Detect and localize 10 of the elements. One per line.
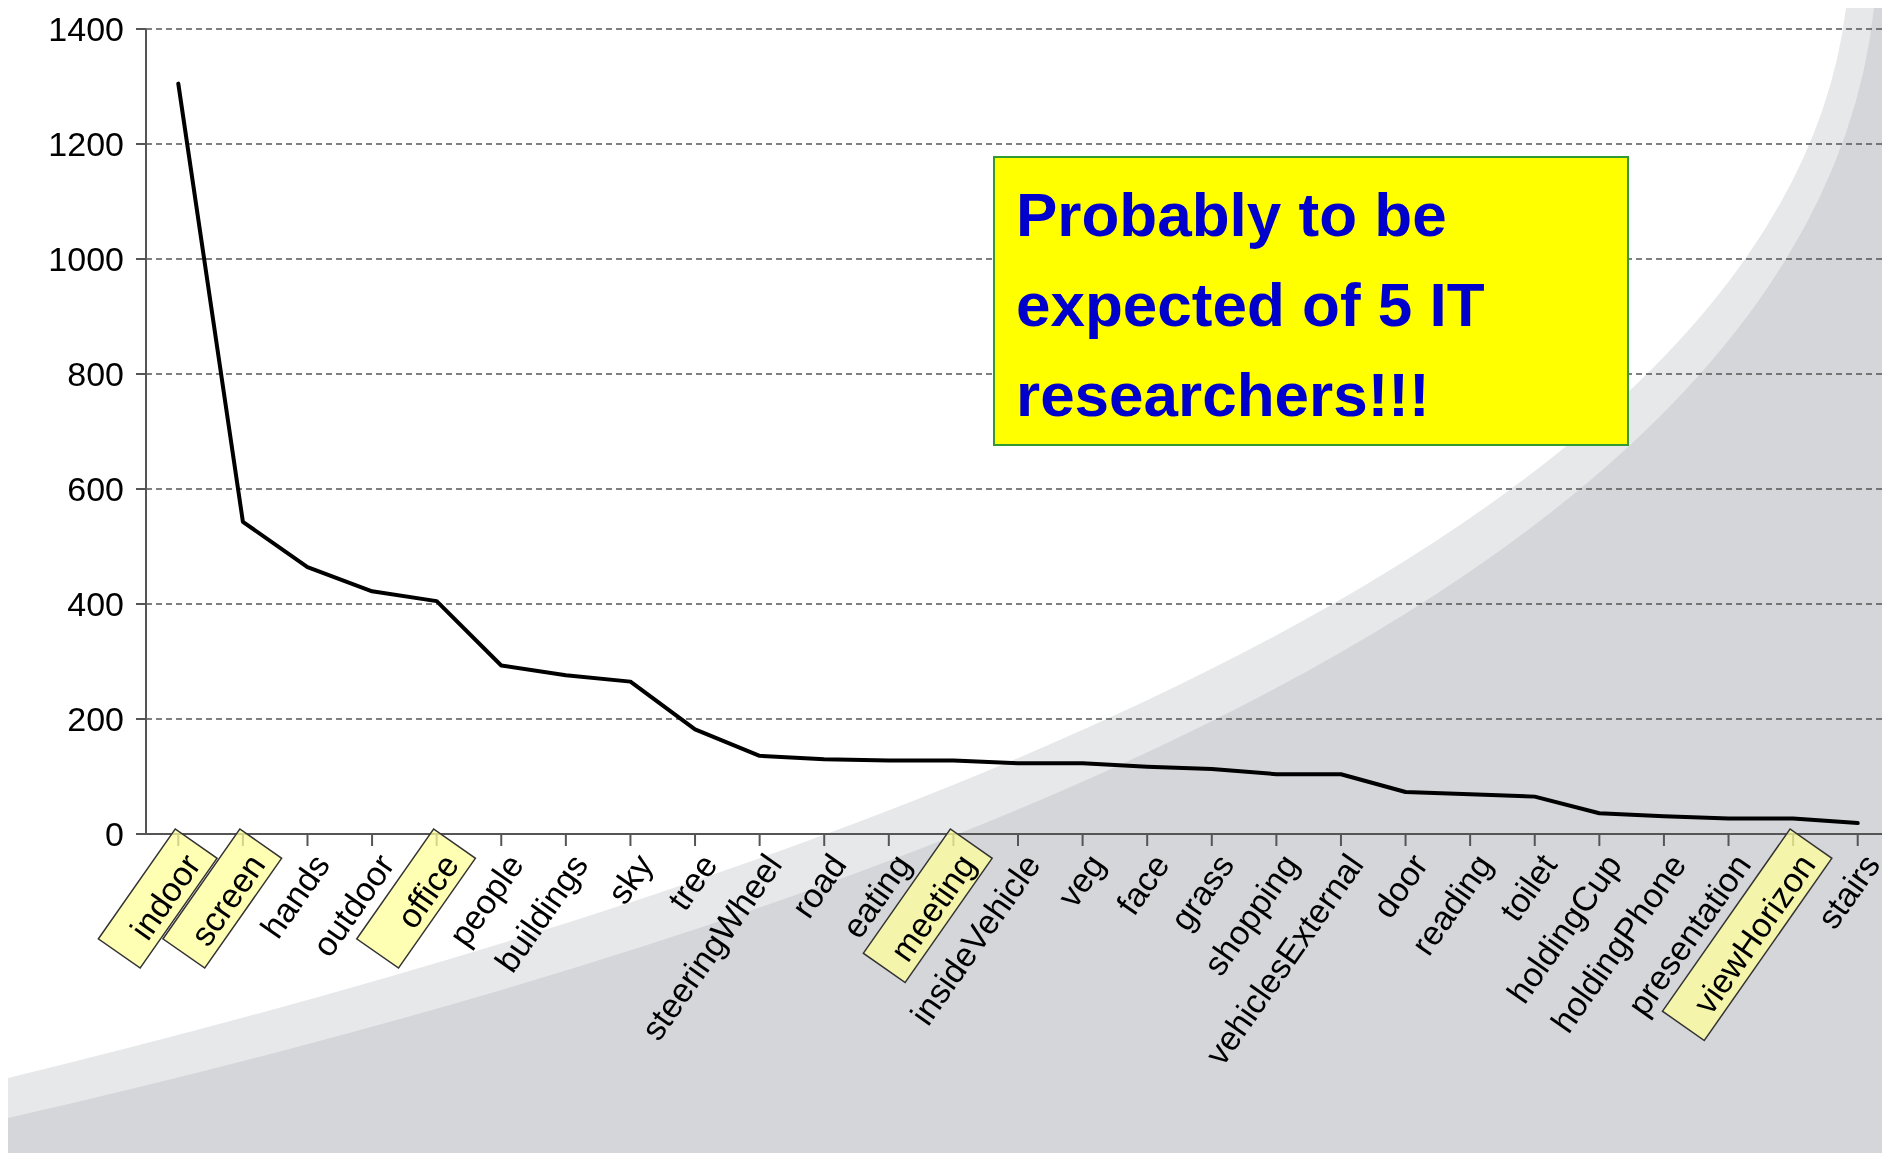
y-tick-label: 800 (67, 354, 124, 393)
y-tick-label: 200 (67, 699, 124, 738)
line-series (176, 81, 1860, 826)
y-tick-label: 400 (67, 584, 124, 623)
y-tick-label: 0 (105, 814, 124, 853)
y-tick-label: 1400 (48, 9, 124, 48)
y-tick-label: 600 (67, 469, 124, 508)
y-tick-label: 1200 (48, 124, 124, 163)
y-tick-label: 1000 (48, 239, 124, 278)
annotation: Probably to be expected of 5 IT researchers!!! (1016, 180, 1485, 429)
